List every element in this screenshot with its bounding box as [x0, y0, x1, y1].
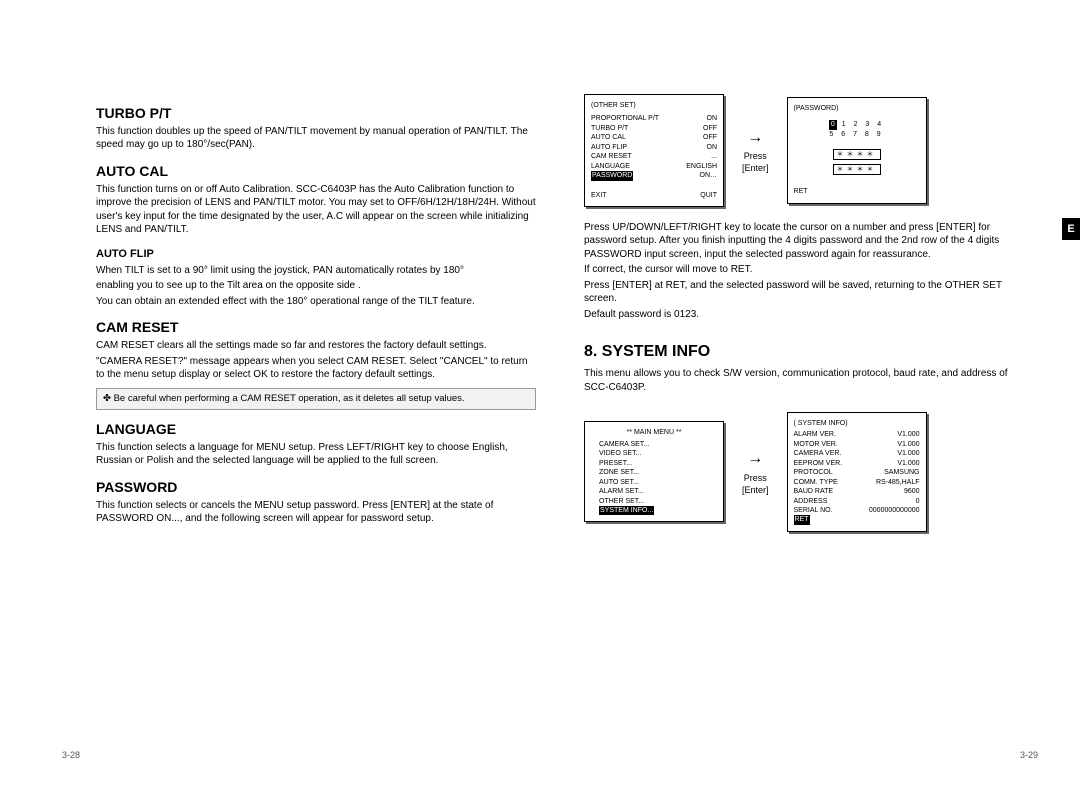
arrow-1: → Press [Enter]: [742, 127, 769, 175]
right-p4: Default password is 0123.: [584, 308, 1024, 322]
page-num-right: 3-29: [1020, 750, 1038, 760]
osd4-ret: RET: [794, 515, 810, 524]
osd-row: PROTOCOLSAMSUNG: [794, 468, 920, 477]
turbo-title: TURBO P/T: [96, 104, 536, 123]
osd3-title: ** MAIN MENU **: [591, 428, 717, 437]
osd2-title: (PASSWORD): [794, 104, 920, 113]
osd-row: EEPROM VER.V1.000: [794, 459, 920, 468]
osd3-hl: SYSTEM INFO...: [599, 506, 654, 515]
language-title: LANGUAGE: [96, 420, 536, 439]
osd-menu-item: ALARM SET...: [599, 487, 717, 496]
arrow-icon: →: [742, 448, 769, 470]
left-page: TURBO P/T This function doubles up the s…: [96, 94, 536, 528]
osd2-r1-rest: 1 2 3 4: [837, 121, 884, 128]
osd-row: ADDRESS0: [794, 497, 920, 506]
arrow1-l2: [Enter]: [742, 162, 769, 174]
camreset-note: ✤ Be careful when performing a CAM RESET…: [96, 388, 536, 410]
camreset-p2: "CAMERA RESET?" message appears when you…: [96, 355, 536, 382]
side-tab: E: [1062, 218, 1080, 240]
osd-row: COMM. TYPERS-485,HALF: [794, 478, 920, 487]
osd1-hl-val: ON…: [700, 171, 718, 180]
osd-other-set: (OTHER SET) PROPORTIONAL P/TONTURBO P/TO…: [584, 94, 724, 207]
autoflip-p2: enabling you to see up to the Tilt area …: [96, 279, 536, 293]
right-p3: Press [ENTER] at RET, and the selected p…: [584, 279, 1024, 306]
password-body: This function selects or cancels the MEN…: [96, 499, 536, 526]
osd1-quit: QUIT: [700, 191, 717, 200]
camreset-p1: CAM RESET clears all the settings made s…: [96, 339, 536, 353]
autoflip-title: AUTO FLIP: [96, 247, 536, 262]
osd1-title: (OTHER SET): [591, 101, 717, 110]
osd-menu-item: OTHER SET...: [599, 497, 717, 506]
osd-menu-item: PRESET...: [599, 459, 717, 468]
osd-sysinfo: ( SYSTEM INFO) ALARM VER.V1.000MOTOR VER…: [787, 412, 927, 532]
osd1-exit: EXIT: [591, 191, 607, 200]
osd2-box1: ＊＊＊＊: [833, 149, 881, 160]
osd-main-menu: ** MAIN MENU ** CAMERA SET...VIDEO SET..…: [584, 421, 724, 522]
page-num-left: 3-28: [62, 750, 80, 760]
turbo-body: This function doubles up the speed of PA…: [96, 125, 536, 152]
osd-row: CAM RESET...: [591, 152, 717, 161]
osd-menu-item: ZONE SET...: [599, 468, 717, 477]
osd-row: AUTO CALOFF: [591, 133, 717, 142]
arrow1-l1: Press: [742, 150, 769, 162]
sysinfo-title: 8. SYSTEM INFO: [584, 341, 1024, 363]
osd-row: LANGUAGEENGLISH: [591, 162, 717, 171]
osd-row: MOTOR VER.V1.000: [794, 440, 920, 449]
language-body: This function selects a language for MEN…: [96, 441, 536, 468]
osd4-title: ( SYSTEM INFO): [794, 419, 920, 428]
camreset-title: CAM RESET: [96, 318, 536, 337]
autocal-body: This function turns on or off Auto Calib…: [96, 183, 536, 237]
osd2-ret: RET: [794, 187, 920, 196]
autocal-title: AUTO CAL: [96, 162, 536, 181]
osd-row: CAMERA VER.V1.000: [794, 449, 920, 458]
screen-row-1: (OTHER SET) PROPORTIONAL P/TONTURBO P/TO…: [584, 94, 1024, 207]
arrow-2: → Press [Enter]: [742, 448, 769, 496]
osd-menu-item: AUTO SET...: [599, 478, 717, 487]
arrow-icon: →: [742, 127, 769, 149]
right-p1: Press UP/DOWN/LEFT/RIGHT key to locate t…: [584, 221, 1024, 262]
osd-menu-item: VIDEO SET...: [599, 449, 717, 458]
autoflip-p1: When TILT is set to a 90° limit using th…: [96, 264, 536, 278]
sysinfo-body: This menu allows you to check S/W versio…: [584, 367, 1024, 394]
osd-row: PROPORTIONAL P/TON: [591, 114, 717, 123]
arrow2-l1: Press: [742, 472, 769, 484]
arrow2-l2: [Enter]: [742, 484, 769, 496]
password-title: PASSWORD: [96, 478, 536, 497]
osd1-hl-key: PASSWORD: [591, 171, 633, 180]
osd2-r2: 5 6 7 8 9: [829, 131, 883, 138]
osd2-box2: ＊＊＊＊: [833, 164, 881, 175]
osd-row: ALARM VER.V1.000: [794, 430, 920, 439]
osd2-r1-hl: 0: [829, 120, 837, 131]
right-page: (OTHER SET) PROPORTIONAL P/TONTURBO P/TO…: [584, 94, 1024, 546]
right-p2: If correct, the cursor will move to RET.: [584, 263, 1024, 277]
osd-row: AUTO FLIPON: [591, 143, 717, 152]
osd-menu-item: CAMERA SET...: [599, 440, 717, 449]
osd-row: TURBO P/TOFF: [591, 124, 717, 133]
autoflip-p3: You can obtain an extended effect with t…: [96, 295, 536, 309]
osd-password: (PASSWORD) 0 1 2 3 4 5 6 7 8 9 ＊＊＊＊ ＊＊＊＊…: [787, 97, 927, 204]
osd-row: SERIAL NO.0000000000000: [794, 506, 920, 515]
screen-row-2: ** MAIN MENU ** CAMERA SET...VIDEO SET..…: [584, 412, 1024, 532]
osd-row: BAUD RATE9600: [794, 487, 920, 496]
